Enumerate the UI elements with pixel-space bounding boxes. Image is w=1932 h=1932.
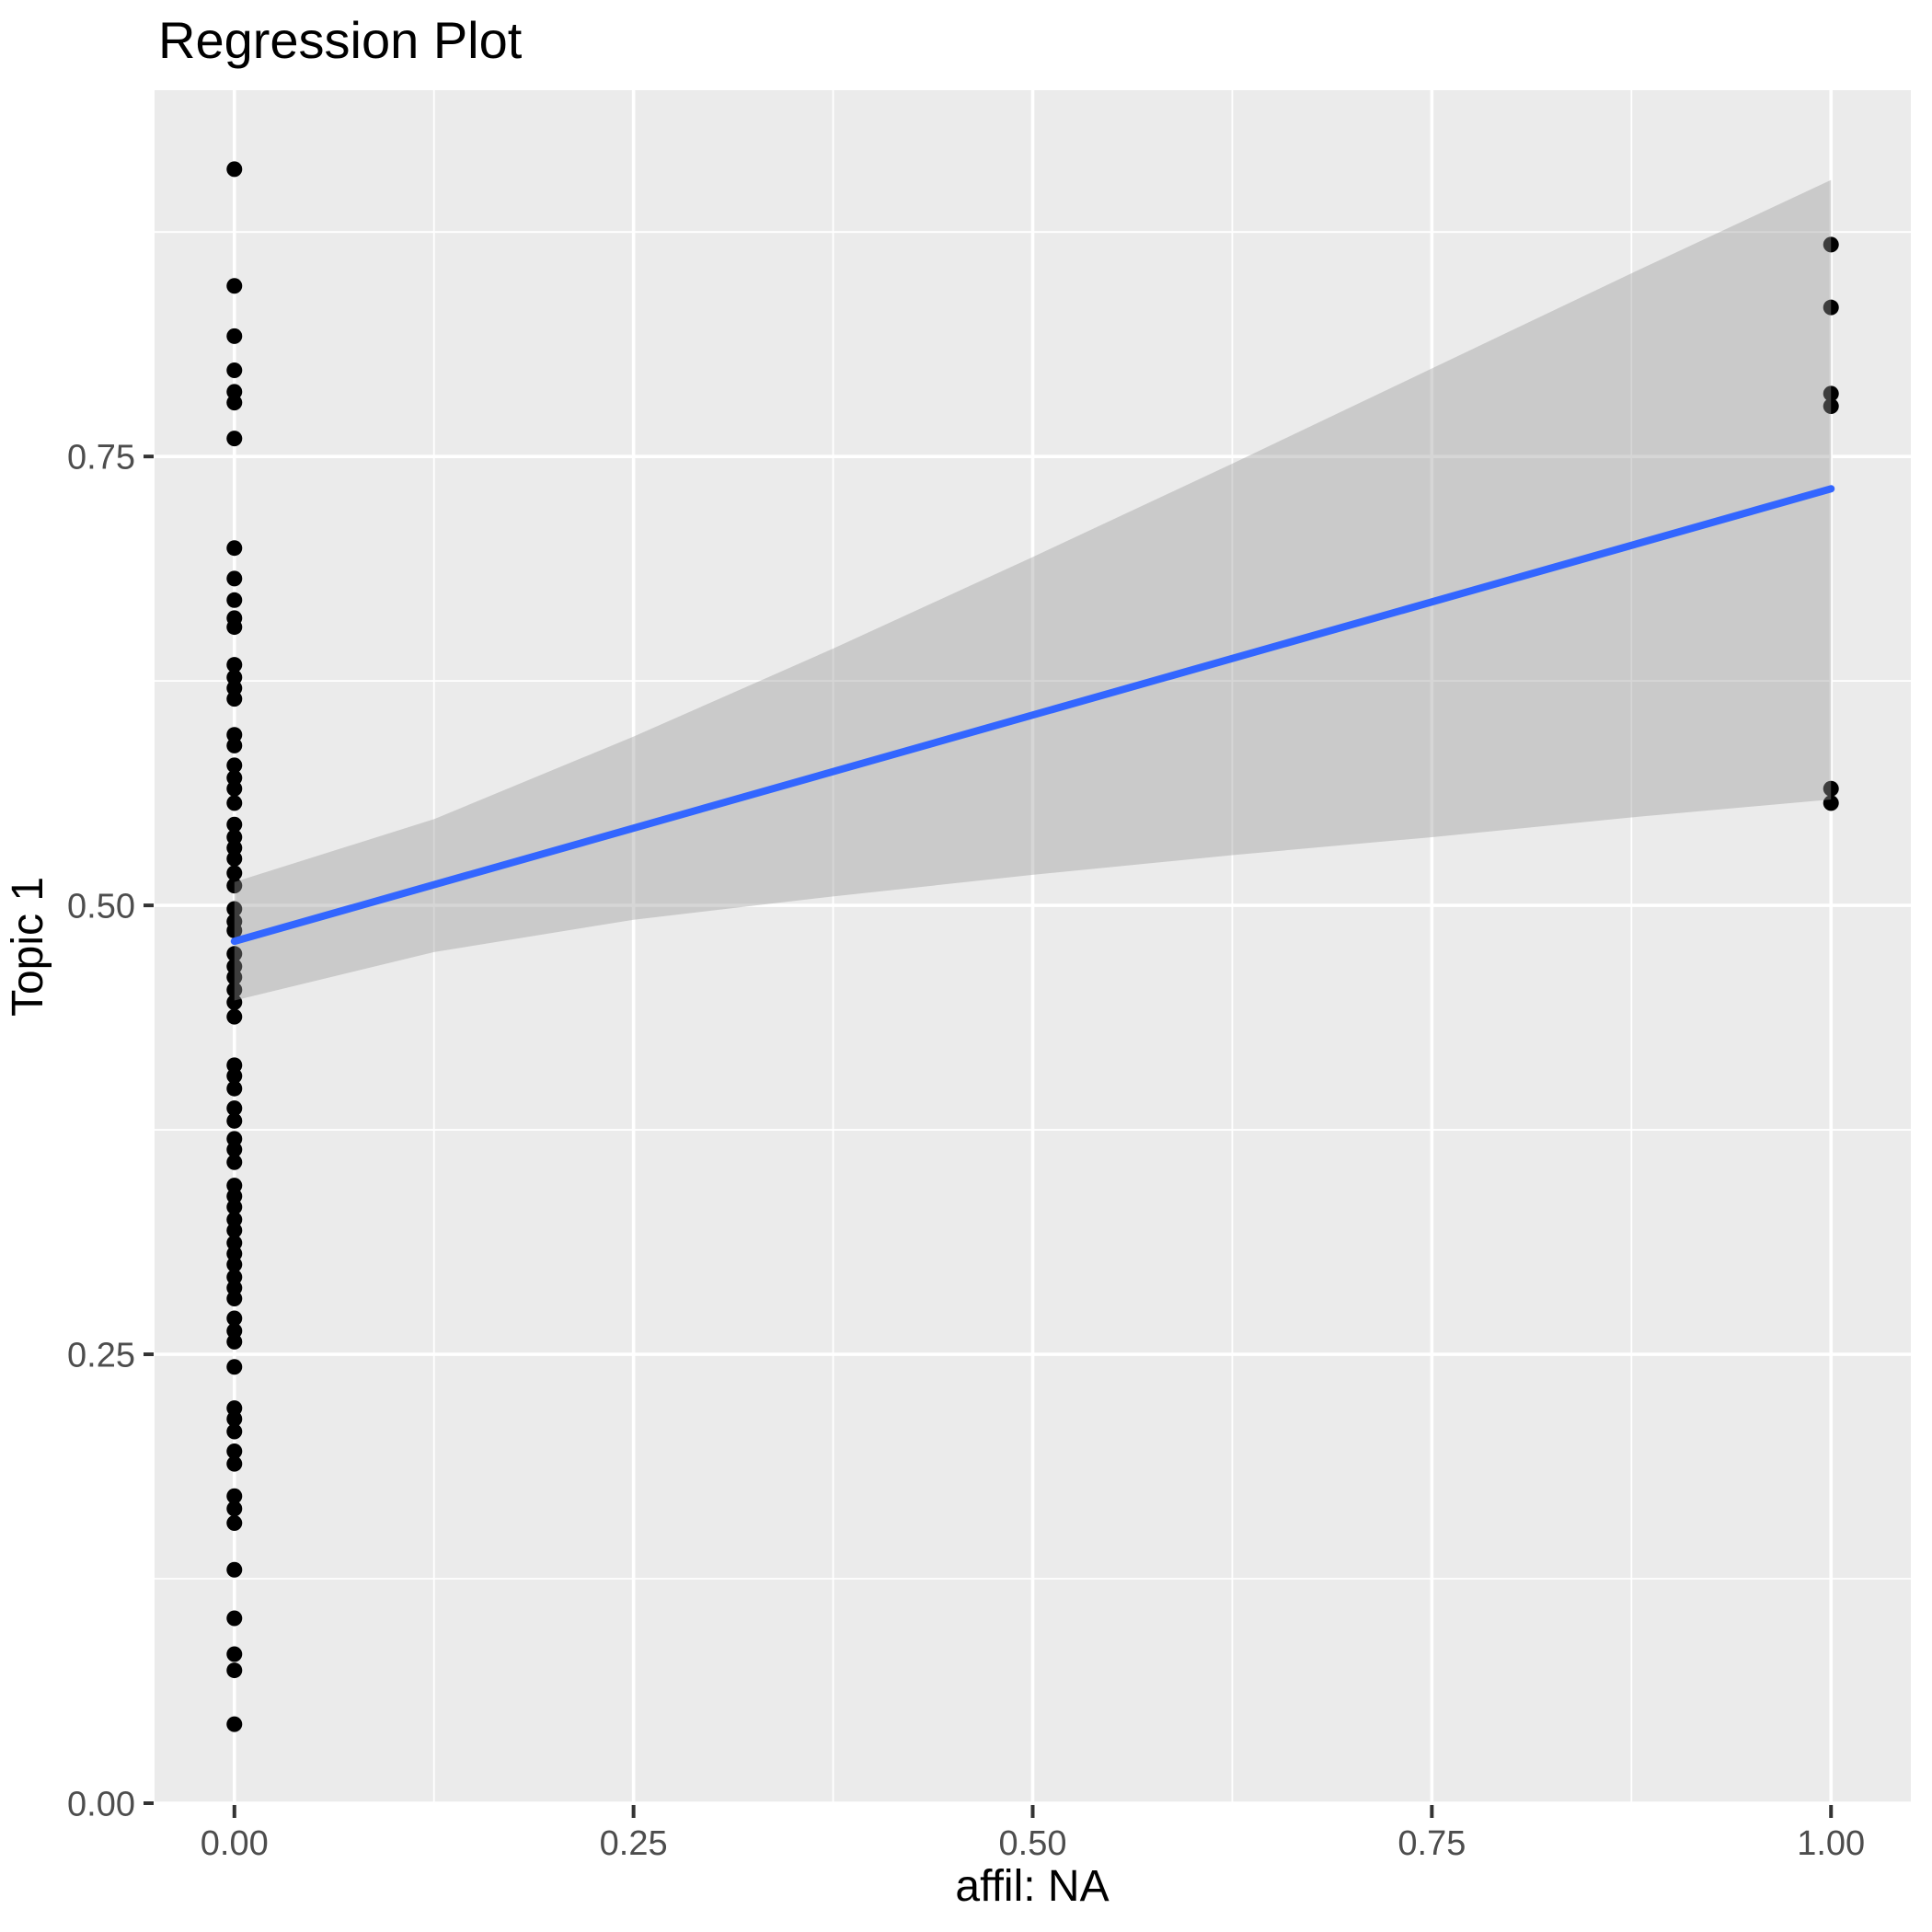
- y-axis-title: Topic 1: [4, 876, 52, 1018]
- data-point: [226, 669, 243, 685]
- data-point: [226, 1410, 243, 1427]
- confidence-ribbon: [234, 179, 1832, 1001]
- data-point: [226, 1291, 243, 1307]
- data-point: [226, 1561, 243, 1578]
- x-tick-label: 0.25: [600, 1824, 668, 1863]
- data-point: [226, 1501, 243, 1517]
- y-tick-label: 0.50: [67, 888, 135, 926]
- data-point: [226, 592, 243, 608]
- data-point: [226, 1222, 243, 1238]
- data-point: [226, 878, 243, 894]
- data-point: [226, 278, 243, 294]
- data-point: [226, 691, 243, 707]
- data-point: [226, 1068, 243, 1085]
- regression-line: [230, 485, 1835, 946]
- data-point: [226, 161, 243, 178]
- data-point: [226, 780, 243, 797]
- data-point: [226, 1443, 243, 1459]
- data-point: [226, 657, 243, 673]
- x-tick-label: 0.00: [201, 1824, 269, 1863]
- data-point: [226, 1178, 243, 1194]
- data-point: [226, 1199, 243, 1215]
- data-point: [226, 816, 243, 833]
- scatter-points: [226, 161, 1839, 1732]
- data-point: [1823, 795, 1839, 811]
- x-tick-label: 0.75: [1397, 1824, 1466, 1863]
- data-point: [226, 1716, 243, 1732]
- data-point: [226, 328, 243, 344]
- y-tick-label: 0.00: [67, 1786, 135, 1824]
- data-point: [226, 922, 243, 938]
- data-point: [226, 1515, 243, 1532]
- data-point: [226, 1008, 243, 1025]
- data-point: [226, 1057, 243, 1074]
- axis-tick-labels: 0.00 0.25 0.50 0.75 1.00 0.00 0.25 0.50 0.75: [67, 439, 1865, 1863]
- data-point: [226, 840, 243, 857]
- data-point: [226, 1400, 243, 1417]
- data-point: [226, 1188, 243, 1204]
- data-point: [226, 850, 243, 867]
- data-point: [226, 1610, 243, 1627]
- data-point: [226, 1310, 243, 1327]
- data-point: [226, 958, 243, 974]
- data-point: [226, 1235, 243, 1251]
- data-point: [226, 1100, 243, 1117]
- data-point: [226, 384, 243, 400]
- data-point: [226, 1112, 243, 1129]
- data-point: [226, 680, 243, 696]
- data-point: [226, 1423, 243, 1440]
- data-point: [226, 1488, 243, 1504]
- data-point: [226, 540, 243, 557]
- plot-title: Regression Plot: [158, 11, 523, 69]
- y-tick-label: 0.75: [67, 439, 135, 477]
- data-point: [1823, 299, 1839, 316]
- data-point: [226, 1646, 243, 1662]
- data-point: [226, 795, 243, 811]
- data-point: [226, 1333, 243, 1350]
- data-point: [226, 1154, 243, 1170]
- data-point: [226, 1256, 243, 1272]
- data-point: [226, 1359, 243, 1375]
- data-point: [226, 727, 243, 743]
- data-point: [226, 570, 243, 587]
- data-point: [226, 1323, 243, 1340]
- data-point: [226, 770, 243, 787]
- data-point: [226, 431, 243, 447]
- data-point: [1823, 398, 1839, 415]
- data-point: [1823, 236, 1839, 253]
- data-point: [226, 1280, 243, 1296]
- data-point: [1823, 385, 1839, 402]
- data-point: [226, 737, 243, 753]
- data-point: [1823, 780, 1839, 797]
- data-point: [226, 969, 243, 985]
- data-point: [226, 1246, 243, 1262]
- data-point: [226, 1131, 243, 1147]
- axis-ticks: [144, 454, 1834, 1818]
- data-point: [226, 1662, 243, 1679]
- data-point: [226, 362, 243, 378]
- data-point: [226, 1269, 243, 1285]
- x-tick-label: 0.50: [999, 1824, 1067, 1863]
- data-point: [226, 946, 243, 962]
- data-point: [226, 1455, 243, 1472]
- data-point: [226, 619, 243, 636]
- y-tick-label: 0.25: [67, 1337, 135, 1375]
- data-point: [226, 757, 243, 774]
- data-point: [226, 901, 243, 917]
- data-point: [226, 829, 243, 845]
- data-point: [226, 1142, 243, 1158]
- x-axis-title: affil: NA: [955, 1862, 1110, 1911]
- data-point: [226, 1212, 243, 1228]
- data-point: [226, 995, 243, 1011]
- data-point: [226, 1080, 243, 1097]
- data-point: [226, 865, 243, 881]
- x-tick-label: 1.00: [1797, 1824, 1865, 1863]
- data-point: [226, 982, 243, 998]
- data-point: [226, 395, 243, 411]
